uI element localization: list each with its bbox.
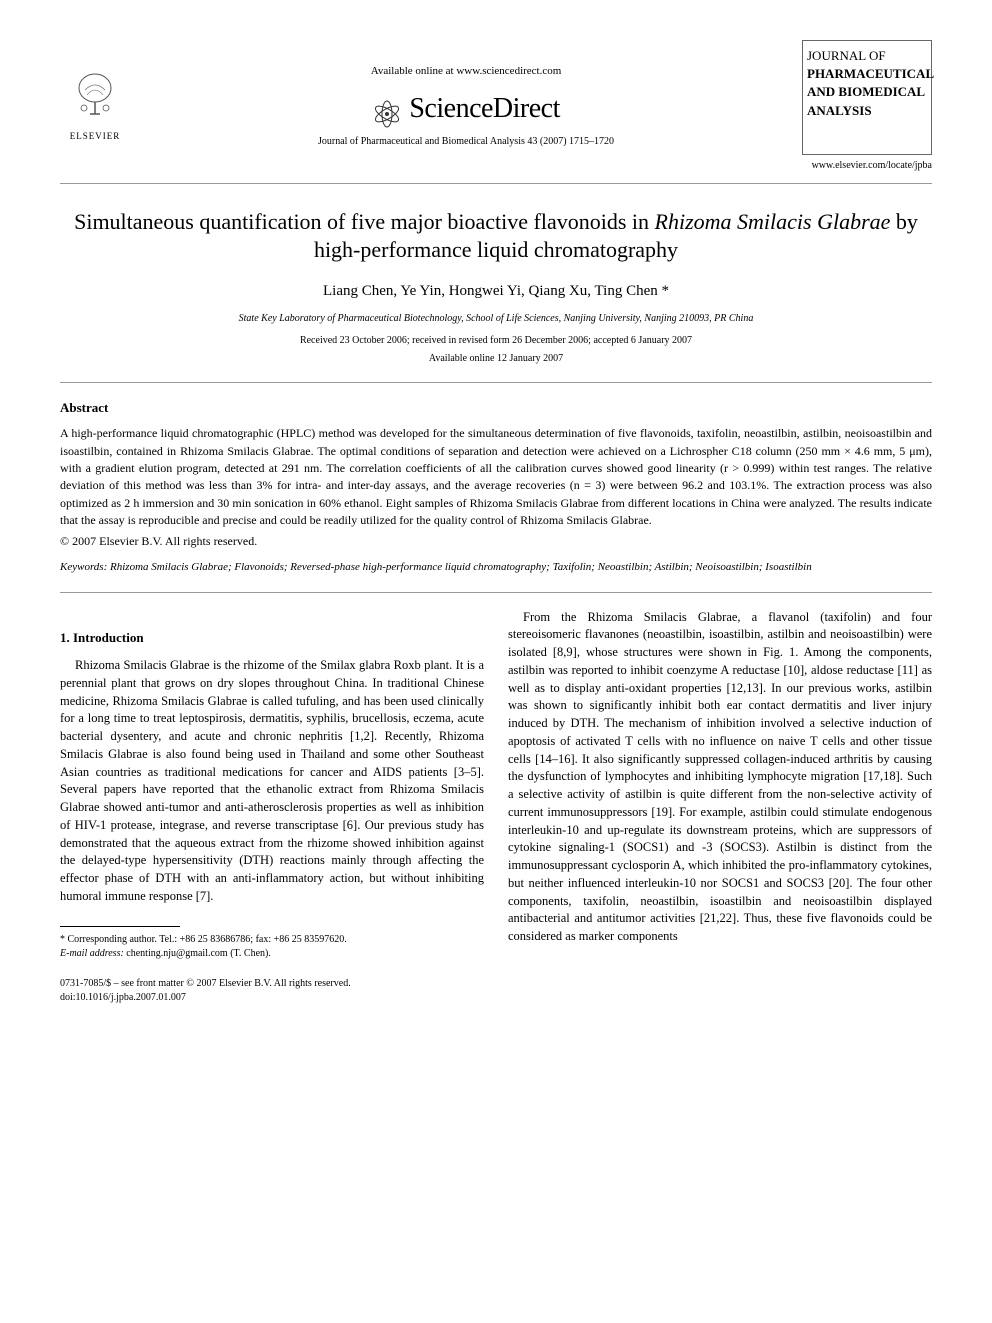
journal-cover-block: JOURNAL OF PHARMACEUTICAL AND BIOMEDICAL… [802,40,932,173]
title-italic: Rhizoma Smilacis Glabrae [655,209,891,234]
section-1-heading: 1. Introduction [60,629,484,647]
authors-list: Liang Chen, Ye Yin, Hongwei Yi, Qiang Xu… [60,281,932,302]
journal-cover-line4: ANALYSIS [807,102,927,120]
journal-cover-line3: AND BIOMEDICAL [807,83,927,101]
sciencedirect-atom-icon [372,99,402,129]
sciencedirect-logo: ScienceDirect [130,89,802,129]
intro-paragraph-1: Rhizoma Smilacis Glabrae is the rhizome … [60,657,484,906]
available-online-text: Available online at www.sciencedirect.co… [130,64,802,79]
column-left: 1. Introduction Rhizoma Smilacis Glabrae… [60,609,484,1005]
elsevier-tree-icon [70,70,120,120]
divider-top [60,382,932,383]
email-label: E-mail address: [60,948,124,959]
journal-cover: JOURNAL OF PHARMACEUTICAL AND BIOMEDICAL… [802,40,932,155]
front-matter-line: 0731-7085/$ – see front matter © 2007 El… [60,977,484,991]
email-value: chenting.nju@gmail.com (T. Chen). [124,948,271,959]
journal-header: ELSEVIER Available online at www.science… [60,40,932,184]
article-footer: 0731-7085/$ – see front matter © 2007 El… [60,977,484,1005]
elsevier-label: ELSEVIER [60,130,130,143]
affiliation: State Key Laboratory of Pharmaceutical B… [60,312,932,326]
keywords-block: Keywords: Rhizoma Smilacis Glabrae; Flav… [60,560,932,575]
elsevier-logo: ELSEVIER [60,70,130,142]
header-center: Available online at www.sciencedirect.co… [130,64,802,149]
corresponding-email-line: E-mail address: chenting.nju@gmail.com (… [60,947,484,961]
sciencedirect-text: ScienceDirect [409,93,560,124]
article-title: Simultaneous quantification of five majo… [60,208,932,265]
intro-paragraph-2: From the Rhizoma Smilacis Glabrae, a fla… [508,609,932,946]
received-dates: Received 23 October 2006; received in re… [60,334,932,348]
journal-cover-line2: PHARMACEUTICAL [807,65,927,83]
doi-line: doi:10.1016/j.jpba.2007.01.007 [60,991,484,1005]
journal-url: www.elsevier.com/locate/jpba [802,159,932,173]
abstract-heading: Abstract [60,399,932,417]
divider-bottom [60,592,932,593]
journal-cover-line1: JOURNAL OF [807,47,927,65]
abstract-copyright: © 2007 Elsevier B.V. All rights reserved… [60,533,932,550]
keywords-text: Rhizoma Smilacis Glabrae; Flavonoids; Re… [107,561,811,573]
footnote-divider [60,926,180,927]
body-columns: 1. Introduction Rhizoma Smilacis Glabrae… [60,609,932,1005]
abstract-text: A high-performance liquid chromatographi… [60,425,932,529]
column-right: From the Rhizoma Smilacis Glabrae, a fla… [508,609,932,1005]
corresponding-author-footnote: * Corresponding author. Tel.: +86 25 836… [60,933,484,961]
journal-citation-line: Journal of Pharmaceutical and Biomedical… [130,135,802,149]
keywords-label: Keywords: [60,561,107,573]
abstract-body: A high-performance liquid chromatographi… [60,426,932,527]
available-date: Available online 12 January 2007 [60,352,932,366]
title-part1: Simultaneous quantification of five majo… [74,209,654,234]
corresponding-tel: * Corresponding author. Tel.: +86 25 836… [60,933,484,947]
